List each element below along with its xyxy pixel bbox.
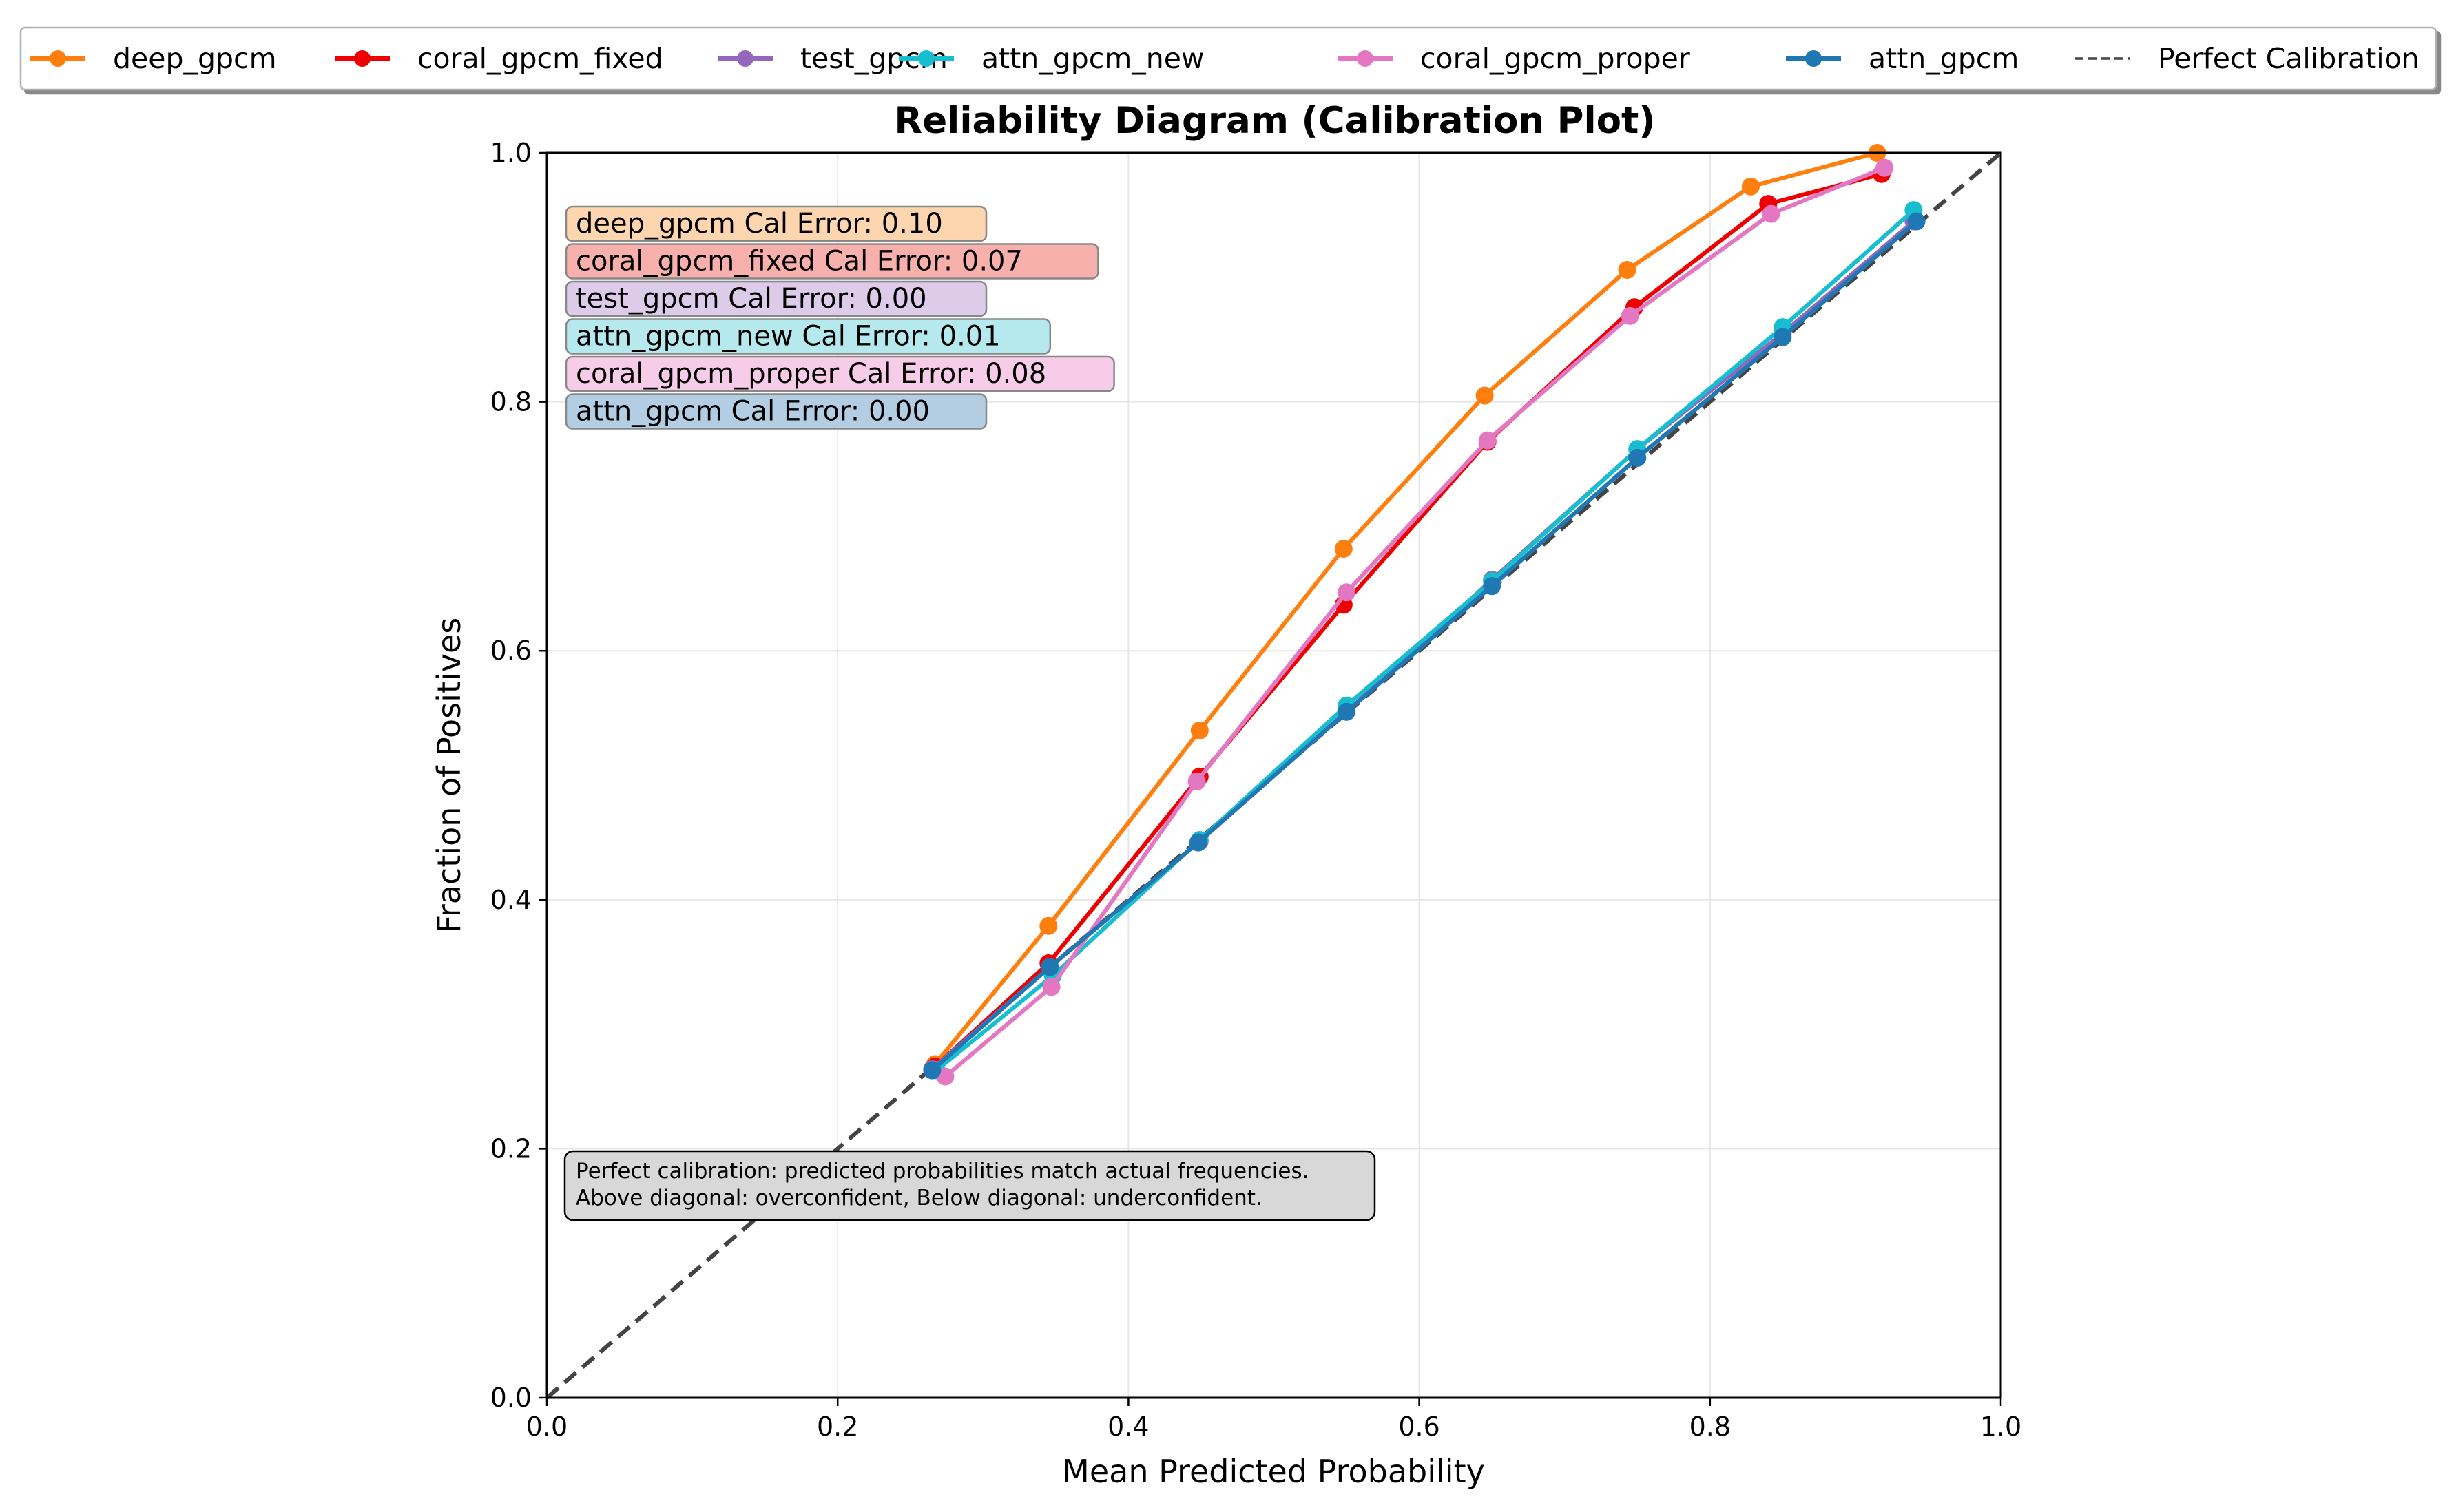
calibration-note-line-2: Above diagonal: overconfident, Below dia… — [576, 1186, 1262, 1210]
data-point — [1041, 958, 1059, 976]
y-tick-label: 0.0 — [490, 1383, 532, 1413]
legend-item: deep_gpcm — [30, 42, 277, 75]
data-point — [923, 1061, 942, 1080]
x-tick-label: 0.6 — [1398, 1411, 1439, 1442]
legend-item: coral_gpcm_fixed — [335, 42, 663, 75]
data-point — [1190, 721, 1209, 739]
data-point — [1189, 833, 1207, 852]
x-axis-ticks: 0.0 0.2 0.4 0.6 0.8 1.0 — [526, 1398, 2021, 1442]
data-point — [1475, 386, 1494, 405]
calibration-note: Perfect calibration: predicted probabili… — [563, 1150, 1376, 1221]
legend-marker — [50, 50, 66, 67]
series-line — [930, 220, 1918, 1072]
series-line — [933, 151, 1878, 1066]
annotation-box — [565, 243, 1099, 280]
annotation-box — [565, 393, 988, 430]
data-point — [1039, 916, 1058, 935]
legend-marker — [1357, 50, 1373, 67]
y-axis-ticks: 0.0 0.2 0.4 0.6 0.8 1.0 — [490, 138, 547, 1413]
x-tick-label: 1.0 — [1980, 1411, 2021, 1442]
annotation-text: coral_gpcm_proper Cal Error: 0.08 — [576, 358, 1046, 390]
annotation-box — [565, 205, 988, 242]
legend-marker — [1805, 50, 1822, 67]
calibration-note-line-1: Perfect calibration: predicted probabili… — [576, 1159, 1309, 1184]
series-coral_gpcm_proper — [936, 158, 1894, 1086]
series-line — [933, 171, 1882, 1069]
calibration-error-annotations: deep_gpcm Cal Error: 0.10 coral_gpcm_fixe… — [565, 205, 1115, 430]
plot-area: 0.0 0.2 0.4 0.6 0.8 1.0 0.0 0.2 0.4 0.6 0.8 1.0 — [490, 138, 2022, 1442]
legend-label: attn_gpcm — [1869, 42, 2019, 75]
data-point — [1483, 577, 1501, 596]
legend-item: attn_gpcm_new — [899, 42, 1205, 75]
series-attn_gpcm — [923, 212, 1926, 1080]
annotation-text: deep_gpcm Cal Error: 0.10 — [576, 208, 943, 240]
data-point — [1621, 306, 1639, 325]
x-axis-label: Mean Predicted Probability — [1062, 1453, 1485, 1490]
legend-label: Perfect Calibration — [2158, 42, 2420, 75]
data-point — [1338, 583, 1356, 602]
legend-marker — [354, 50, 371, 67]
y-tick-label: 0.4 — [490, 885, 532, 915]
data-point — [1334, 539, 1353, 558]
legend-item: coral_gpcm_proper — [1338, 42, 1690, 75]
y-tick-label: 0.6 — [490, 636, 532, 666]
annotation-box — [565, 280, 988, 317]
legend-item: Perfect Calibration — [2075, 42, 2420, 75]
annotation-box — [565, 318, 1052, 355]
chart-title: Reliability Diagram (Calibration Plot) — [894, 100, 1655, 142]
plot-frame — [545, 151, 2002, 1399]
legend-marker — [737, 50, 753, 67]
series-line — [944, 165, 1886, 1078]
data-point — [1478, 431, 1497, 450]
x-tick-label: 0.0 — [526, 1411, 568, 1442]
legend-marker — [918, 50, 935, 67]
data-point — [1042, 978, 1061, 996]
annotation-text: attn_gpcm Cal Error: 0.00 — [576, 396, 930, 428]
legend-label: coral_gpcm_proper — [1420, 42, 1690, 75]
data-point — [1618, 260, 1636, 279]
data-point — [1762, 204, 1780, 223]
data-point — [1741, 177, 1760, 196]
annotation-box — [565, 355, 1115, 392]
calibration-note-box — [563, 1150, 1376, 1221]
annotation-text: test_gpcm Cal Error: 0.00 — [576, 283, 927, 315]
y-axis-label: Fraction of Positives — [430, 618, 468, 934]
data-point — [1338, 702, 1356, 721]
data-point — [1875, 158, 1894, 177]
data-point — [1187, 773, 1206, 791]
legend-item: attn_gpcm — [1786, 42, 2019, 75]
legend-label: deep_gpcm — [113, 42, 277, 75]
legend-frame — [19, 26, 2437, 91]
x-tick-label: 0.8 — [1689, 1411, 1731, 1442]
data-point — [1774, 328, 1792, 346]
y-tick-label: 1.0 — [490, 138, 532, 168]
annotation-text: attn_gpcm_new Cal Error: 0.01 — [576, 321, 1001, 353]
y-tick-label: 0.8 — [490, 387, 532, 417]
annotation-text: coral_gpcm_fixed Cal Error: 0.07 — [576, 246, 1023, 277]
series-deep_gpcm — [926, 144, 1886, 1073]
x-tick-label: 0.2 — [817, 1411, 858, 1442]
x-tick-label: 0.4 — [1108, 1411, 1149, 1442]
legend-label: attn_gpcm_new — [981, 42, 1205, 75]
legend: deep_gpcm coral_gpcm_fixed test_gpcm attn_g… — [19, 26, 2437, 91]
data-point — [1907, 212, 1926, 231]
y-tick-label: 0.2 — [490, 1133, 532, 1164]
legend-label: coral_gpcm_fixed — [417, 42, 663, 75]
data-point — [1628, 448, 1647, 467]
series-coral_gpcm_fixed — [926, 165, 1891, 1076]
